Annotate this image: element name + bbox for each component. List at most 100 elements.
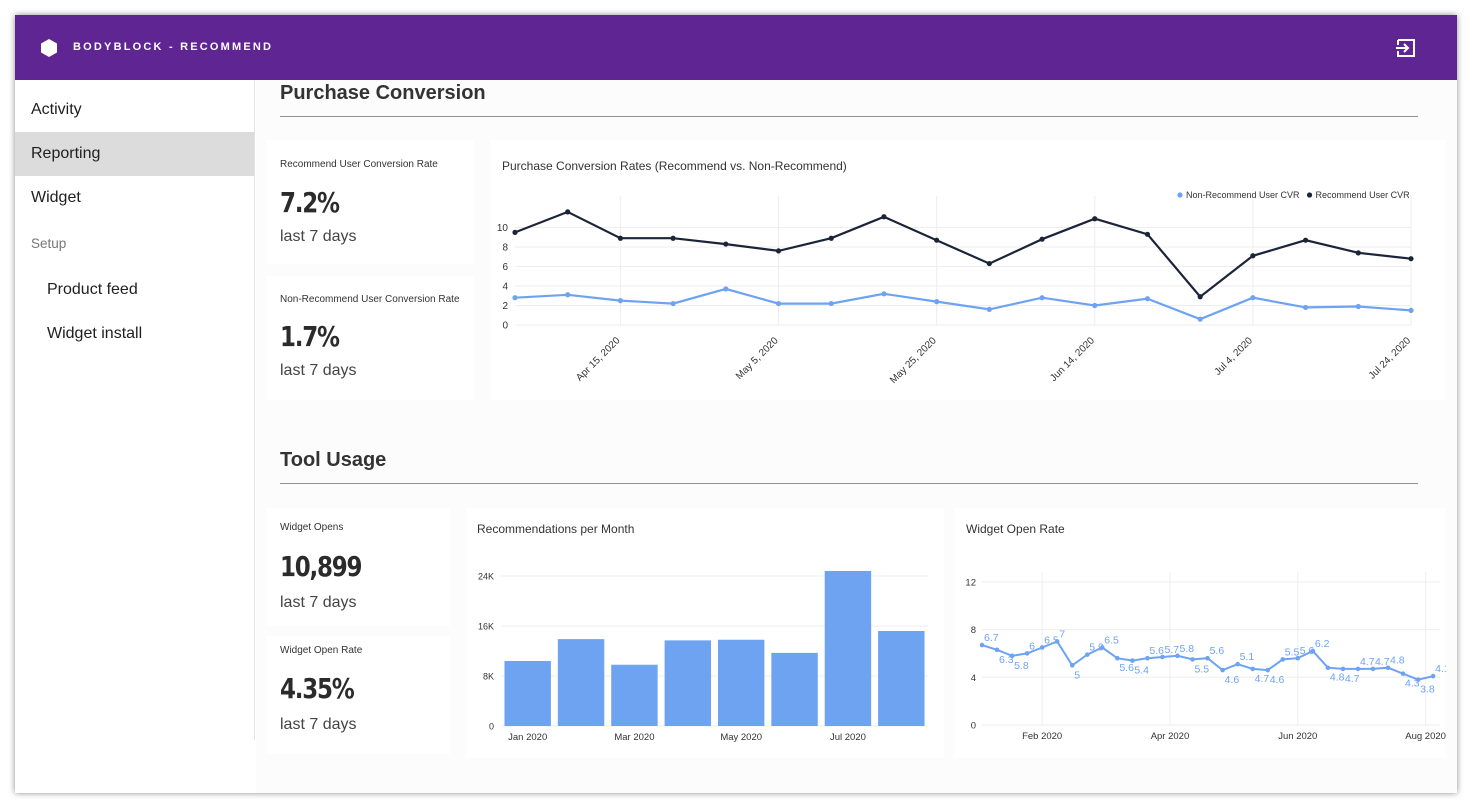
y-tick-label: 0 <box>502 321 508 332</box>
data-point <box>723 286 729 292</box>
data-point <box>1197 294 1203 300</box>
data-label: 5.6 <box>1300 645 1315 657</box>
bar <box>878 631 925 726</box>
section-title-purchase: Purchase Conversion <box>280 82 486 104</box>
y-tick-label: 8 <box>502 243 508 254</box>
kpi-card-widget-open-rate: Widget Open Rate 4.35% last 7 days <box>266 636 450 754</box>
kpi-card-nonrecommend-cvr: Non-Recommend User Conversion Rate 1.7% … <box>266 276 474 400</box>
kpi-label: Non-Recommend User Conversion Rate <box>280 294 460 305</box>
sidebar-item-widget-install[interactable]: Widget install <box>47 325 143 342</box>
data-label: 3.8 <box>1420 684 1435 696</box>
data-point <box>881 291 887 297</box>
kpi-subtitle: last 7 days <box>280 594 357 611</box>
data-point <box>1355 303 1361 310</box>
data-point <box>979 642 985 648</box>
y-tick-label: 8K <box>483 672 494 682</box>
data-point <box>1220 667 1225 673</box>
data-label: 5.8 <box>1014 660 1029 672</box>
recommendations-bar-chart: 0 8K 16K 24K Jan 2020 Mar 2020 May 2020 Jul 202… <box>478 571 928 743</box>
data-point <box>881 214 887 220</box>
y-tick-label: 6 <box>502 262 508 273</box>
data-point <box>1115 655 1120 661</box>
y-tick-label: 24K <box>478 572 494 582</box>
data-label: 6.5 <box>1104 634 1119 646</box>
data-point <box>1408 256 1414 262</box>
main-content: Purchase Conversion Recommend User Conve… <box>256 80 1457 793</box>
data-point <box>1295 655 1301 661</box>
kpi-subtitle: last 7 days <box>280 716 357 733</box>
sidebar-item-widget[interactable]: Widget <box>31 189 81 206</box>
data-point <box>1084 652 1090 657</box>
x-tick-label: Jun 2020 <box>1278 731 1317 742</box>
data-label: 6.5 <box>1044 634 1059 646</box>
hexagon-icon <box>41 39 57 57</box>
data-point <box>828 235 834 241</box>
sidebar-item-product-feed[interactable]: Product feed <box>47 281 138 298</box>
x-tick-label: Jul 2020 <box>830 732 866 743</box>
data-label: 5.8 <box>1179 643 1194 655</box>
x-tick-label: Apr 15, 2020 <box>574 335 623 384</box>
bar <box>771 652 818 726</box>
legend-marker <box>1306 192 1313 198</box>
data-point <box>934 299 940 305</box>
data-point <box>1235 661 1240 667</box>
kpi-value: 1.7% <box>280 320 340 353</box>
data-point <box>1250 666 1255 672</box>
data-label: 5.9 <box>1089 642 1104 654</box>
data-point <box>1039 295 1045 301</box>
chart-title: Recommendations per Month <box>477 522 635 536</box>
data-point <box>1039 645 1045 650</box>
data-point <box>670 300 676 307</box>
data-label: 4.6 <box>1270 674 1285 686</box>
data-label: 6 <box>1029 640 1035 652</box>
kpi-label: Recommend User Conversion Rate <box>280 159 438 170</box>
data-point <box>1408 307 1414 313</box>
x-tick-label: May 25, 2020 <box>888 335 939 386</box>
y-tick-label: 16K <box>478 622 494 632</box>
sidebar: Activity Reporting Widget Setup Product … <box>15 80 255 740</box>
x-tick-label: Feb 2020 <box>1022 731 1062 742</box>
x-tick-label: May 2020 <box>720 732 762 743</box>
data-point <box>1024 651 1030 656</box>
data-point <box>1250 253 1256 259</box>
data-label: 5.7 <box>1164 644 1179 656</box>
data-point <box>986 306 992 312</box>
x-tick-label: Jan 2020 <box>508 732 547 743</box>
section-title-tool-usage: Tool Usage <box>280 449 387 471</box>
data-point <box>1355 250 1361 256</box>
data-point <box>1054 639 1060 644</box>
section-divider <box>280 483 1418 484</box>
chart-card-purchase-conversion: Purchase Conversion Rates (Recommend vs.… <box>490 140 1446 400</box>
data-label: 4.7 <box>1255 673 1270 685</box>
data-point <box>617 298 624 304</box>
logout-icon[interactable] <box>1395 37 1417 59</box>
x-tick-label: Apr 2020 <box>1151 731 1190 742</box>
data-point <box>565 292 571 298</box>
data-point <box>1310 648 1316 654</box>
data-label: 4.8 <box>1330 672 1345 684</box>
data-point <box>1205 655 1210 661</box>
data-point <box>1355 666 1361 672</box>
data-label: 6.2 <box>1315 638 1330 650</box>
data-point <box>1039 236 1045 242</box>
data-point <box>1160 654 1165 660</box>
data-point <box>1302 237 1309 243</box>
data-point <box>1190 657 1195 662</box>
section-divider <box>280 116 1418 117</box>
chart-title: Widget Open Rate <box>966 522 1065 536</box>
data-point <box>1400 671 1406 677</box>
kpi-label: Widget Open Rate <box>280 645 363 656</box>
cvr-line-chart: 0 2 4 6 8 10 Apr 15, 2020 May 5, 2020 May 25, 20… <box>497 190 1414 386</box>
data-point <box>1302 304 1309 311</box>
data-point <box>1100 645 1105 650</box>
data-label: 5.1 <box>1240 651 1255 663</box>
data-point <box>994 647 1000 653</box>
sidebar-item-reporting[interactable]: Reporting <box>15 132 254 176</box>
data-point <box>1092 302 1098 309</box>
data-point <box>1092 216 1098 222</box>
data-label: 5.4 <box>1134 665 1149 677</box>
y-tick-label: 0 <box>489 722 494 732</box>
data-point <box>1265 667 1271 673</box>
sidebar-item-activity[interactable]: Activity <box>31 101 82 118</box>
x-tick-label: Mar 2020 <box>614 732 654 743</box>
